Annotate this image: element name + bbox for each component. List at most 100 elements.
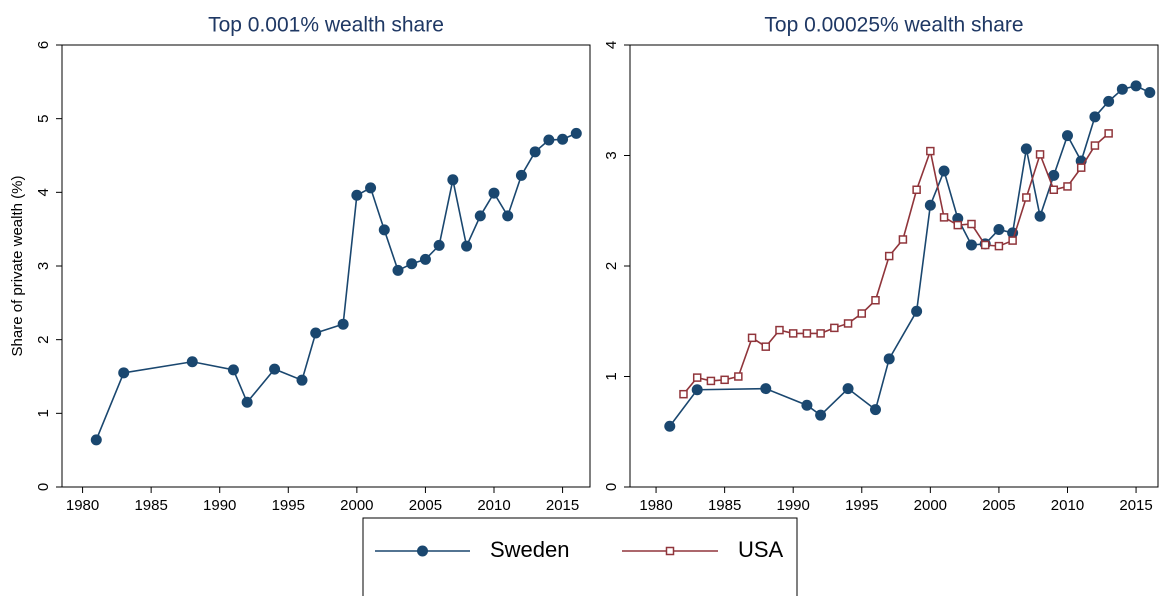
- marker: [310, 327, 322, 339]
- x-tick-label: 1990: [203, 497, 236, 514]
- marker: [912, 185, 921, 195]
- marker: [543, 134, 555, 146]
- marker: [871, 296, 880, 305]
- marker: [118, 367, 130, 379]
- y-tick-label: 1: [603, 372, 620, 380]
- marker: [938, 165, 950, 177]
- plot-frame: [61, 44, 591, 488]
- marker: [1144, 87, 1156, 99]
- marker: [351, 189, 363, 201]
- x-tick-label: 2000: [340, 497, 373, 514]
- marker: [186, 356, 198, 368]
- marker: [1103, 95, 1115, 107]
- marker: [227, 364, 239, 376]
- series-line: [95, 132, 577, 441]
- legend-label: USA: [738, 537, 784, 562]
- marker: [967, 219, 976, 229]
- x-tick-label: 2010: [477, 497, 510, 514]
- legend-marker: [417, 545, 428, 557]
- x-tick-label: 1995: [845, 497, 878, 514]
- marker: [365, 182, 377, 194]
- marker: [692, 373, 702, 382]
- chart-title: Top 0.00025% wealth share: [764, 14, 1023, 37]
- marker: [1008, 236, 1017, 245]
- marker: [1035, 150, 1045, 159]
- marker: [788, 329, 798, 338]
- y-tick-label: 6: [35, 41, 52, 49]
- marker: [1020, 143, 1032, 155]
- legend-box: [362, 517, 798, 596]
- marker: [842, 383, 854, 395]
- x-tick-label: 2005: [982, 497, 1015, 514]
- x-tick-label: 2005: [409, 497, 442, 514]
- marker: [502, 210, 514, 222]
- marker: [706, 376, 716, 386]
- marker: [953, 220, 963, 230]
- marker: [815, 409, 827, 421]
- x-tick-label: 1985: [708, 497, 741, 514]
- marker: [488, 187, 500, 199]
- marker: [1089, 111, 1101, 123]
- marker: [1022, 193, 1031, 202]
- marker: [761, 342, 771, 351]
- marker: [898, 235, 908, 244]
- x-tick-label: 2010: [1051, 497, 1084, 514]
- x-tick-label: 1990: [777, 497, 810, 514]
- marker: [884, 251, 894, 261]
- marker: [1130, 80, 1142, 92]
- marker: [447, 174, 459, 186]
- marker: [1061, 130, 1073, 142]
- marker: [691, 384, 703, 396]
- y-tick-label: 4: [35, 188, 52, 196]
- marker: [775, 325, 784, 335]
- marker: [830, 323, 839, 333]
- marker: [378, 224, 390, 236]
- marker: [747, 333, 757, 343]
- y-tick-label: 0: [35, 483, 52, 491]
- legend-label: Sweden: [490, 537, 570, 562]
- marker: [993, 224, 1005, 236]
- marker: [1076, 163, 1086, 172]
- marker: [269, 363, 281, 375]
- marker: [433, 239, 445, 251]
- y-tick-label: 3: [603, 151, 620, 159]
- marker: [869, 404, 881, 416]
- marker: [570, 127, 582, 139]
- marker: [801, 399, 813, 411]
- x-tick-label: 1980: [639, 497, 672, 514]
- marker: [1104, 129, 1113, 138]
- marker: [1034, 210, 1046, 222]
- marker: [843, 319, 853, 328]
- marker: [1116, 83, 1128, 95]
- x-tick-label: 1995: [272, 497, 305, 514]
- x-tick-label: 1985: [134, 497, 167, 514]
- y-tick-label: 4: [603, 41, 620, 49]
- marker: [720, 375, 729, 385]
- marker: [241, 396, 253, 408]
- marker: [1063, 182, 1072, 191]
- marker: [883, 353, 895, 365]
- marker: [679, 389, 688, 399]
- marker: [474, 210, 486, 222]
- y-tick-label: 5: [35, 114, 52, 122]
- x-tick-label: 2015: [546, 497, 579, 514]
- marker: [296, 374, 308, 386]
- marker: [461, 240, 473, 252]
- marker: [664, 420, 676, 432]
- y-tick-label: 3: [35, 262, 52, 270]
- marker: [760, 383, 772, 395]
- marker: [392, 264, 404, 276]
- marker: [816, 329, 825, 338]
- marker: [926, 146, 935, 156]
- x-tick-label: 2015: [1119, 497, 1152, 514]
- marker: [515, 169, 527, 181]
- y-tick-label: 0: [603, 483, 620, 491]
- marker: [1049, 185, 1059, 195]
- x-tick-label: 1980: [66, 497, 99, 514]
- marker: [734, 372, 743, 381]
- marker: [406, 258, 418, 270]
- marker: [529, 146, 541, 158]
- y-tick-label: 2: [35, 335, 52, 343]
- legend-marker: [665, 546, 675, 556]
